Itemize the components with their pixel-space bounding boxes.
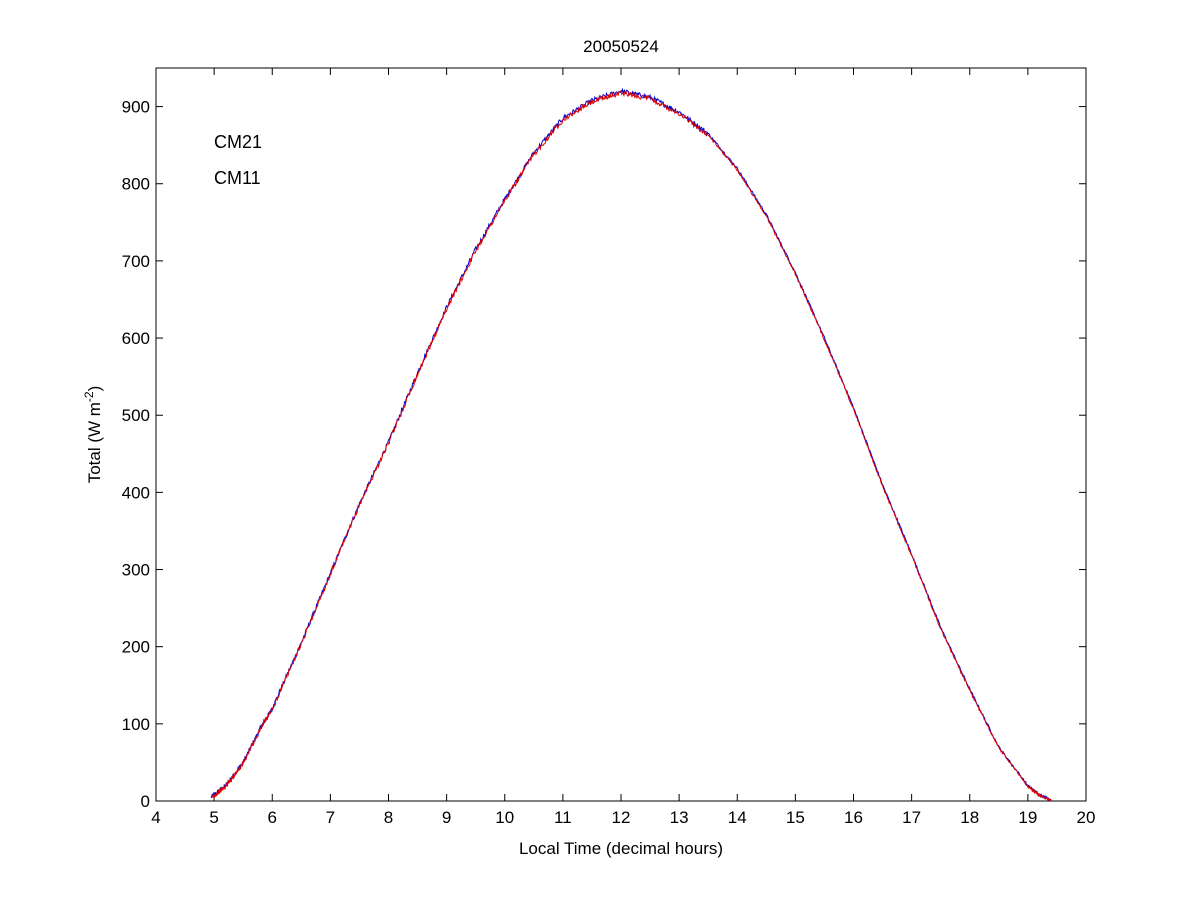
x-tick-labels: 4 5 6 7 8 9 10 11 12 13 14 15 16 17 18 19 20: [151, 808, 1095, 827]
y-tick-label: 200: [122, 638, 150, 657]
x-tick-label: 17: [902, 808, 921, 827]
y-tick-labels: 0 100 200 300 400 500 600 700 800 900: [122, 98, 150, 811]
chart-title: 20050524: [583, 37, 659, 56]
x-tick-label: 8: [384, 808, 393, 827]
y-axis-label-superscript: -2: [82, 391, 96, 402]
x-tick-label: 4: [151, 808, 160, 827]
x-tick-label: 14: [728, 808, 747, 827]
y-axis-label: Total (W m-2): [82, 386, 104, 484]
y-tick-label: 300: [122, 561, 150, 580]
x-tick-label: 11: [554, 808, 572, 827]
x-tick-label: 20: [1077, 808, 1096, 827]
y-tick-label: 0: [141, 792, 150, 811]
x-axis-label: Local Time (decimal hours): [519, 839, 723, 858]
axis-ticks: [155, 68, 1087, 802]
x-tick-label: 7: [326, 808, 335, 827]
y-tick-label: 900: [122, 98, 150, 117]
y-tick-label: 100: [122, 715, 150, 734]
y-axis-label-main: Total (W m: [85, 402, 104, 483]
y-tick-label: 500: [122, 406, 150, 425]
x-tick-label: 16: [844, 808, 863, 827]
x-tick-label: 13: [670, 808, 689, 827]
legend-entry-cm11: CM11: [214, 168, 261, 188]
x-tick-label: 10: [495, 808, 514, 827]
x-tick-label: 19: [1018, 808, 1037, 827]
x-tick-label: 12: [612, 808, 631, 827]
x-tick-label: 5: [209, 808, 218, 827]
x-tick-label: 18: [960, 808, 979, 827]
x-tick-label: 6: [268, 808, 277, 827]
y-tick-label: 700: [122, 252, 150, 271]
series-lines: [210, 87, 1052, 802]
series-line-cm11: [210, 89, 1052, 802]
y-tick-label: 400: [122, 483, 150, 502]
legend-entry-cm21: CM21: [214, 132, 262, 152]
y-axis-label-suffix: ): [85, 386, 104, 392]
x-tick-label: 15: [786, 808, 805, 827]
y-tick-label: 800: [122, 175, 150, 194]
y-tick-label: 600: [122, 329, 150, 348]
plot-area: [155, 67, 1087, 802]
x-tick-label: 9: [442, 808, 451, 827]
